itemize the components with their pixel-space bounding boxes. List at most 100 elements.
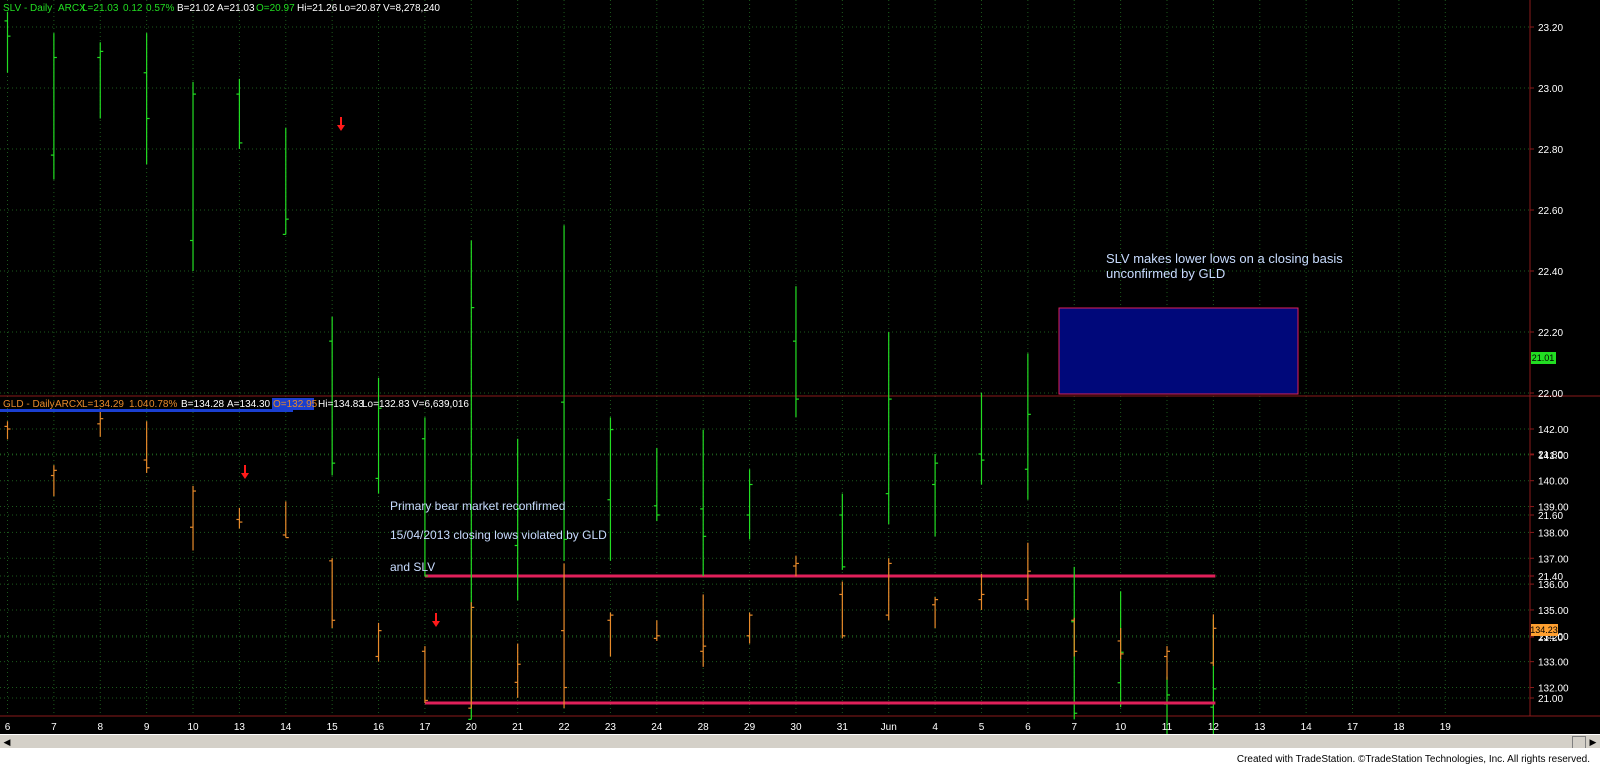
- slv-exchange: ARCX: [58, 3, 86, 14]
- ohlc-bar[interactable]: [190, 485, 197, 551]
- x-tick-label: 24: [651, 722, 663, 733]
- footer-credit: Created with TradeStation. ©TradeStation…: [1236, 754, 1590, 765]
- ohlc-bar[interactable]: [329, 558, 336, 629]
- gld-header-underline: [0, 409, 293, 412]
- x-tick-label: 29: [744, 722, 756, 733]
- ohlc-bar[interactable]: [700, 594, 707, 667]
- ohlc-bar[interactable]: [143, 33, 150, 165]
- slv-symbol: SLV - Daily: [3, 3, 52, 14]
- ohlc-bar[interactable]: [190, 81, 197, 271]
- gld-price-tag: 134.23: [1530, 624, 1558, 636]
- x-axis-labels: 6 7 8 9 10 13 14 15 16 17 20 21 22 23 24 28 29 30 31 Jun 4 5 6…: [5, 722, 1452, 733]
- ohlc-bar[interactable]: [97, 42, 104, 119]
- y-tick-label: 133.00: [1538, 658, 1569, 669]
- scroll-right-icon[interactable]: ▶: [1589, 737, 1597, 747]
- ohlc-bar[interactable]: [746, 469, 753, 540]
- slv-annotation-line-2: unconfirmed by GLD: [1106, 266, 1225, 281]
- ohlc-bar[interactable]: [421, 646, 428, 704]
- ohlc-bar[interactable]: [282, 127, 289, 235]
- signal-arrows: [241, 117, 440, 627]
- ohlc-bar[interactable]: [792, 555, 799, 577]
- ohlc-bar[interactable]: [932, 597, 939, 629]
- ohlc-bar[interactable]: [421, 417, 428, 577]
- ohlc-bar[interactable]: [514, 438, 521, 601]
- ohlc-bar[interactable]: [468, 602, 475, 709]
- ohlc-bar[interactable]: [839, 493, 846, 570]
- ohlc-bar[interactable]: [746, 612, 753, 644]
- horizontal-scrollbar[interactable]: ◀ ▶: [0, 734, 1600, 749]
- ohlc-bar[interactable]: [514, 643, 521, 698]
- ohlc-bar[interactable]: [978, 393, 985, 485]
- slv-price-tag-box: [1531, 352, 1556, 364]
- y-tick-label: 22.20: [1538, 328, 1563, 339]
- ohlc-bar[interactable]: [653, 447, 660, 522]
- ohlc-bar[interactable]: [792, 286, 799, 418]
- ohlc-bar[interactable]: [1164, 646, 1170, 680]
- gld-symbol: GLD - Daily: [3, 399, 55, 410]
- ohlc-bar[interactable]: [885, 558, 892, 621]
- ohlc-bar[interactable]: [375, 377, 382, 494]
- ohlc-bar[interactable]: [50, 465, 57, 497]
- ohlc-bar[interactable]: [329, 316, 336, 476]
- gld-bid: B=134.28: [181, 399, 225, 410]
- slv-ask: A=21.03: [217, 3, 255, 14]
- ohlc-bar[interactable]: [1117, 628, 1124, 660]
- slv-panel[interactable]: [4, 11, 1299, 738]
- x-tick-label: 6: [1025, 722, 1031, 733]
- x-tick-label: 18: [1393, 722, 1405, 733]
- gld-panel[interactable]: [4, 408, 1217, 709]
- y-tick-label: 140.00: [1538, 477, 1569, 488]
- ohlc-bar[interactable]: [932, 454, 939, 537]
- y-tick-label: 132.00: [1538, 684, 1569, 695]
- scroll-left-icon[interactable]: ◀: [3, 737, 11, 747]
- y-tick-label: 134.00: [1538, 632, 1569, 643]
- y-tick-label: 22.80: [1538, 145, 1563, 156]
- ohlc-bar[interactable]: [1024, 542, 1031, 610]
- y-tick-label: 138.00: [1538, 528, 1569, 539]
- y-tick-label: 23.00: [1538, 84, 1563, 95]
- ohlc-bar[interactable]: [375, 622, 382, 662]
- gld-open: O=132.95: [273, 399, 318, 410]
- ohlc-bar[interactable]: [50, 33, 57, 180]
- x-tick-label: 13: [234, 722, 246, 733]
- y-tick-label: 21.60: [1538, 511, 1563, 522]
- x-tick-label: 12: [1208, 722, 1220, 733]
- x-tick-label: 4: [932, 722, 938, 733]
- slv-bid: B=21.02: [177, 3, 215, 14]
- ohlc-bar[interactable]: [607, 612, 614, 657]
- gld-volume: V=6,639,016: [412, 399, 469, 410]
- ohlc-bar[interactable]: [4, 421, 11, 440]
- x-tick-label: 15: [327, 722, 339, 733]
- x-tick-label: 9: [144, 722, 150, 733]
- lower-lows-highlight-box: [1058, 307, 1299, 395]
- ohlc-bar[interactable]: [97, 408, 104, 437]
- ohlc-bar[interactable]: [1071, 617, 1078, 657]
- ohlc-bar[interactable]: [653, 620, 660, 641]
- dual-ohlc-chart[interactable]: 23.20 23.00 22.80 22.60 22.40 22.20 22.00 21.80…: [0, 0, 1600, 738]
- x-tick-label: 14: [1301, 722, 1313, 733]
- chart-background: [0, 0, 1600, 734]
- ohlc-bar[interactable]: [143, 421, 150, 473]
- x-tick-label: 7: [1071, 722, 1077, 733]
- ohlc-bar[interactable]: [607, 417, 614, 561]
- ohlc-bar[interactable]: [978, 573, 985, 610]
- axes: 23.20 23.00 22.80 22.60 22.40 22.20 22.00 21.80…: [0, 0, 1600, 717]
- x-tick-label: 17: [1347, 722, 1359, 733]
- ohlc-bar[interactable]: [1024, 353, 1031, 500]
- ohlc-bar[interactable]: [885, 332, 892, 525]
- slv-annotation: SLV makes lower lows on a closing basis …: [1106, 251, 1343, 281]
- gld-last: L=134.29: [82, 399, 124, 410]
- y-tick-label: 21.00: [1538, 694, 1563, 705]
- ohlc-bar[interactable]: [561, 225, 568, 561]
- ohlc-bar[interactable]: [1210, 614, 1217, 667]
- ohlc-bar[interactable]: [839, 581, 846, 639]
- ohlc-bar[interactable]: [561, 563, 568, 709]
- ohlc-bar[interactable]: [282, 501, 289, 539]
- ohlc-bar[interactable]: [4, 11, 11, 73]
- ohlc-bar[interactable]: [236, 507, 243, 529]
- x-tick-label: 5: [979, 722, 985, 733]
- y-tick-label: 21.40: [1538, 572, 1563, 583]
- ohlc-bar[interactable]: [236, 78, 243, 149]
- ohlc-bar[interactable]: [700, 429, 707, 576]
